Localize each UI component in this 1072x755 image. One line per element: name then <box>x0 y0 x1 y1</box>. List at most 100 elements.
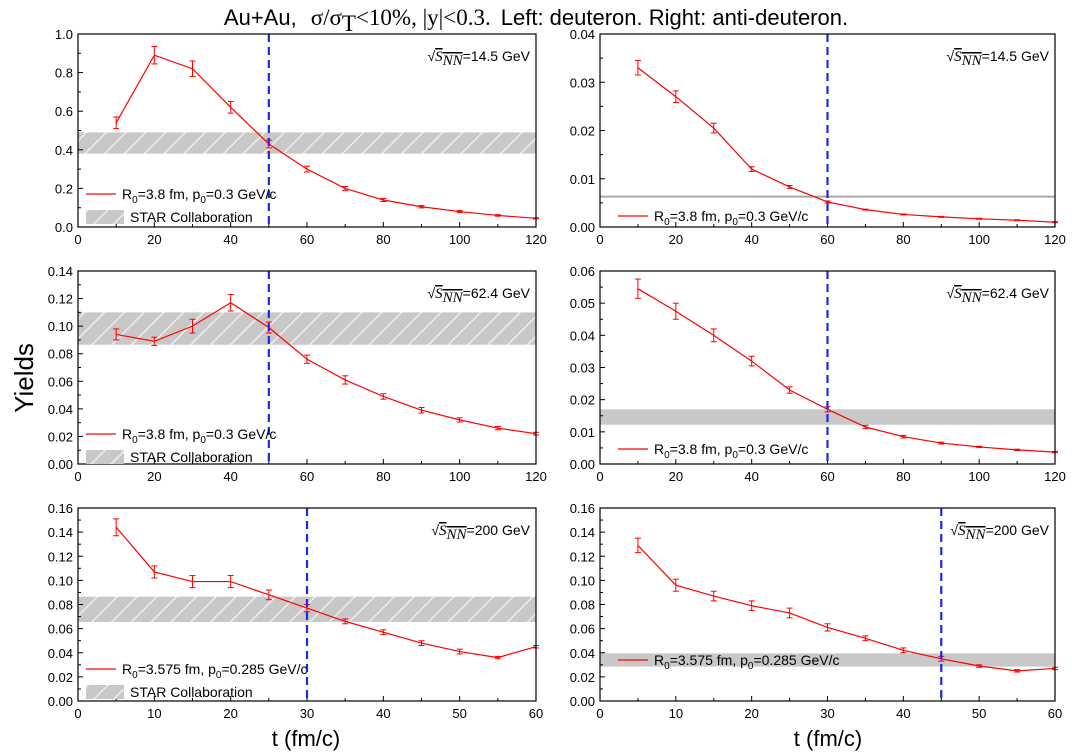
y-tick-label: 0.00 <box>48 694 73 709</box>
y-tick-label: 0.14 <box>48 264 73 279</box>
data-point-error-bar <box>227 575 234 589</box>
x-tick-label: 60 <box>820 469 834 484</box>
data-point-error-bar <box>900 647 907 654</box>
plot-frame <box>77 507 537 702</box>
legend-band-label: STAR Collaboration <box>130 209 253 225</box>
data-point-error-bar <box>1014 669 1021 673</box>
x-tick-label: 10 <box>669 706 683 721</box>
chart-panel-1: 0 20 40 60 80 100 120 0.0 0.2 0.4 0.6 0.8 1.0 √SNN=14… <box>55 27 547 247</box>
energy-annotation: √SNN=14.5 GeV <box>427 48 530 69</box>
y-tick-label: 0.06 <box>48 622 73 637</box>
data-point-error-bar <box>227 101 234 114</box>
data-point-error-bar <box>113 328 120 341</box>
x-tick-label: 20 <box>223 706 237 721</box>
plot-frame <box>77 270 537 465</box>
energy-annotation: √SNN=200 GeV <box>431 522 530 543</box>
x-tick-label: 20 <box>669 469 683 484</box>
y-tick-label: 0.14 <box>48 525 73 540</box>
y-tick-label: 0.12 <box>48 549 73 564</box>
energy-annotation: √SNN=62.4 GeV <box>427 285 530 306</box>
data-point-error-bar <box>189 60 196 77</box>
x-tick-label: 40 <box>223 232 237 247</box>
data-point-error-bar <box>494 655 501 660</box>
data-point-error-bar <box>786 185 793 189</box>
y-tick-label: 0.2 <box>55 181 73 196</box>
x-tick-label: 60 <box>820 232 834 247</box>
x-tick-label: 60 <box>1048 706 1062 721</box>
y-tick-label: 0.05 <box>570 296 595 311</box>
data-point-error-bar <box>634 60 641 76</box>
x-tick-label: 0 <box>74 706 81 721</box>
panels-group: 0 20 40 60 80 100 1200.00.20.40.60.81.0√SNN=14… <box>48 27 1066 721</box>
data-point-error-bar <box>342 185 349 191</box>
x-tick-label: 50 <box>972 706 986 721</box>
x-tick-label: 60 <box>529 706 543 721</box>
data-point-error-bar <box>672 90 679 104</box>
energy-annotation: √SNN=14.5 GeV <box>946 48 1049 69</box>
sqrt-symbol: S <box>439 523 447 539</box>
y-tick-label: 0.4 <box>55 143 73 158</box>
chart-panel-3: 0 20 40 60 80 100 120 0.00 0.02 0.04 0.06 0.08 0.10 0… <box>48 264 547 484</box>
x-tick-label: 80 <box>376 232 390 247</box>
plot-frame <box>599 33 1056 228</box>
data-point-error-bar <box>824 200 831 204</box>
x-tick-label: 20 <box>147 232 161 247</box>
legend-line-label: R0=3.8 fm, p0=0.3 GeV/c <box>654 208 808 228</box>
title-math: σ/σ <box>311 5 343 30</box>
y-tick-label: 0.0 <box>55 220 73 235</box>
y-tick-label: 0.04 <box>48 646 73 661</box>
x-tick-label: 100 <box>449 469 471 484</box>
x-tick-label: 120 <box>1044 469 1066 484</box>
energy-value: =14.5 GeV <box>463 48 531 64</box>
data-point-error-bar <box>494 426 501 431</box>
x-tick-label: 100 <box>968 232 990 247</box>
data-point-error-bar <box>151 46 158 65</box>
x-tick-label: 0 <box>596 232 603 247</box>
plot-frame <box>599 270 1056 465</box>
legend-line-label: R0=3.575 fm, p0=0.285 GeV/c <box>654 652 839 672</box>
title-prefix: Au+Au, <box>224 5 297 30</box>
y-tick-label: 0.02 <box>570 670 595 685</box>
data-point-error-bar <box>900 213 907 216</box>
x-tick-label: 40 <box>223 469 237 484</box>
x-tick-label: 30 <box>820 706 834 721</box>
x-tick-label: 50 <box>452 706 466 721</box>
data-point-error-bar <box>342 618 349 625</box>
legend-line-label: R0=3.575 fm, p0=0.285 GeV/c <box>122 661 307 681</box>
y-tick-label: 0.16 <box>570 501 595 516</box>
energy-annotation: √SNN=62.4 GeV <box>946 285 1049 306</box>
y-tick-label: 0.08 <box>570 598 595 613</box>
x-tick-label: 20 <box>744 706 758 721</box>
data-point-error-bar <box>672 302 679 320</box>
y-tick-label: 0.03 <box>570 361 595 376</box>
y-tick-label: 0.00 <box>570 694 595 709</box>
energy-value: =14.5 GeV <box>982 48 1050 64</box>
legend-band-swatch <box>86 685 124 699</box>
data-point-error-bar <box>786 386 793 394</box>
x-tick-label: 0 <box>596 706 603 721</box>
data-point-error-bar <box>227 293 234 312</box>
data-point-error-bar <box>862 208 869 211</box>
x-tick-label: 120 <box>525 469 547 484</box>
x-tick-label: 80 <box>896 469 910 484</box>
x-tick-label: 40 <box>744 232 758 247</box>
data-point-error-bar <box>418 205 425 209</box>
x-tick-label: 20 <box>669 232 683 247</box>
data-point-error-bar <box>380 629 387 636</box>
energy-annotation: √SNN=200 GeV <box>950 522 1049 543</box>
legend-line-label: R0=3.8 fm, p0=0.3 GeV/c <box>122 186 276 206</box>
data-point-error-bar <box>862 635 869 642</box>
data-point-error-bar <box>938 215 945 218</box>
y-tick-label: 1.0 <box>55 27 73 42</box>
data-point-error-bar <box>494 214 501 217</box>
x-tick-label: 20 <box>147 469 161 484</box>
y-tick-label: 0.01 <box>570 172 595 187</box>
data-point-error-bar <box>748 355 755 367</box>
y-tick-label: 0.16 <box>48 501 73 516</box>
energy-value: =62.4 GeV <box>982 285 1050 301</box>
x-tick-label: 80 <box>376 469 390 484</box>
y-tick-label: 0.06 <box>48 374 73 389</box>
data-point-error-bar <box>113 116 120 130</box>
plot-frame <box>599 507 1056 702</box>
data-point-error-bar <box>634 537 641 554</box>
